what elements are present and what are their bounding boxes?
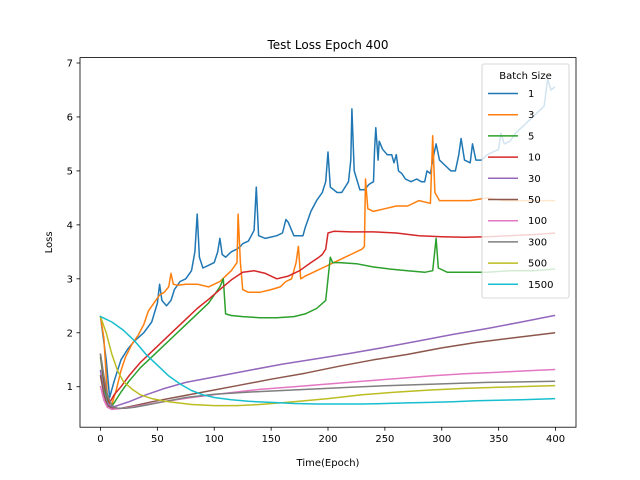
x-tick-label: 350 [489,434,508,445]
legend-entries: 1 3 5 10 30 50 100 300 500 1500 [488,89,553,291]
x-tick-label: 400 [546,434,565,445]
legend-label: 300 [528,237,547,248]
legend-label: 1 [528,89,534,100]
series-line-100 [99,368,556,411]
legend-label: 10 [528,153,541,164]
y-axis-label: Loss [44,231,55,253]
legend-title: Batch Size [499,71,551,82]
y-tick-label: 4 [67,220,73,231]
legend-box [481,63,570,299]
y-tick-label: 5 [67,166,73,177]
series-group [99,78,556,411]
series-line-500 [99,315,556,407]
chart-title: Test Loss Epoch 400 [266,38,388,52]
x-tick-label: 0 [97,434,103,445]
legend-label: 1500 [528,280,553,291]
x-tick-label: 200 [318,434,337,445]
y-tick-label: 7 [67,58,73,69]
x-tick-label: 250 [375,434,394,445]
legend-label: 30 [528,174,541,185]
series-line-300 [99,353,556,410]
legend-label: 50 [528,195,541,206]
legend-label: 500 [528,259,547,270]
y-tick-label: 3 [67,274,73,285]
series-line-5 [99,237,556,410]
y-tick-label: 1 [67,382,73,393]
series-line-1 [99,78,556,399]
x-axis-label: Time(Epoch) [296,458,360,469]
series-line-1500 [99,315,556,405]
x-tick-label: 150 [262,434,281,445]
legend: Batch Size 1 3 5 10 30 50 100 300 500 1500 [481,63,570,299]
x-tick-label: 50 [151,434,164,445]
series-line-50 [99,331,556,410]
y-tick-label: 6 [67,112,73,123]
x-axis: 0 50 100 150 200 250 300 350 400 [97,427,565,445]
x-tick-label: 300 [432,434,451,445]
y-axis: 1 2 3 4 5 6 7 [67,58,80,393]
series-line-10 [99,230,556,404]
legend-label: 5 [528,131,534,142]
legend-label: 100 [528,216,547,227]
series-line-30 [99,314,556,408]
series-line-3 [99,135,556,410]
legend-label: 3 [528,110,534,121]
x-tick-label: 100 [205,434,224,445]
y-tick-label: 2 [67,328,73,339]
